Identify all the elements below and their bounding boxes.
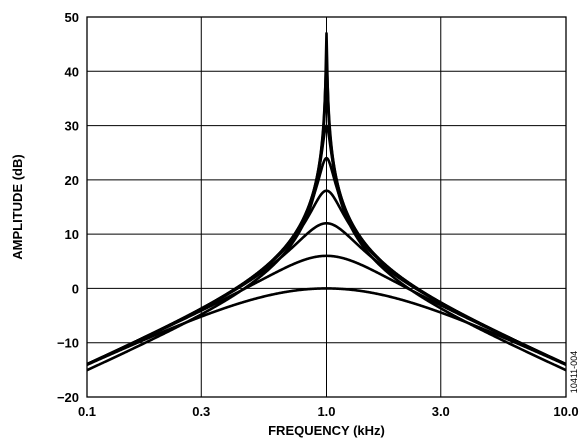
y-tick-label: 40 (65, 64, 79, 79)
y-tick-label: −10 (57, 336, 79, 351)
tick-labels: 0.1 0.3 1.0 3.0 10.0 −20 −10 0 10 20 30 40 50 (57, 10, 579, 419)
x-tick-label: 1.0 (317, 404, 335, 419)
x-tick-label: 0.3 (192, 404, 210, 419)
series-group (86, 31, 567, 372)
response-curve-47db (86, 31, 567, 372)
y-tick-label: 0 (72, 281, 79, 296)
x-tick-label: 3.0 (432, 404, 450, 419)
x-axis-title: FREQUENCY (kHz) (268, 423, 385, 438)
x-tick-label: 0.1 (78, 404, 96, 419)
y-tick-label: −20 (57, 390, 79, 405)
response-curve-0db (86, 287, 567, 366)
y-tick-label: 50 (65, 10, 79, 25)
y-tick-label: 10 (65, 227, 79, 242)
y-axis-title: AMPLITUDE (dB) (10, 154, 25, 259)
plot-frame (86, 16, 567, 398)
y-tick-label: 20 (65, 173, 79, 188)
figure-id-annotation: 10411-004 (569, 351, 579, 393)
y-tick-label: 30 (65, 119, 79, 134)
x-tick-label: 10.0 (553, 404, 578, 419)
